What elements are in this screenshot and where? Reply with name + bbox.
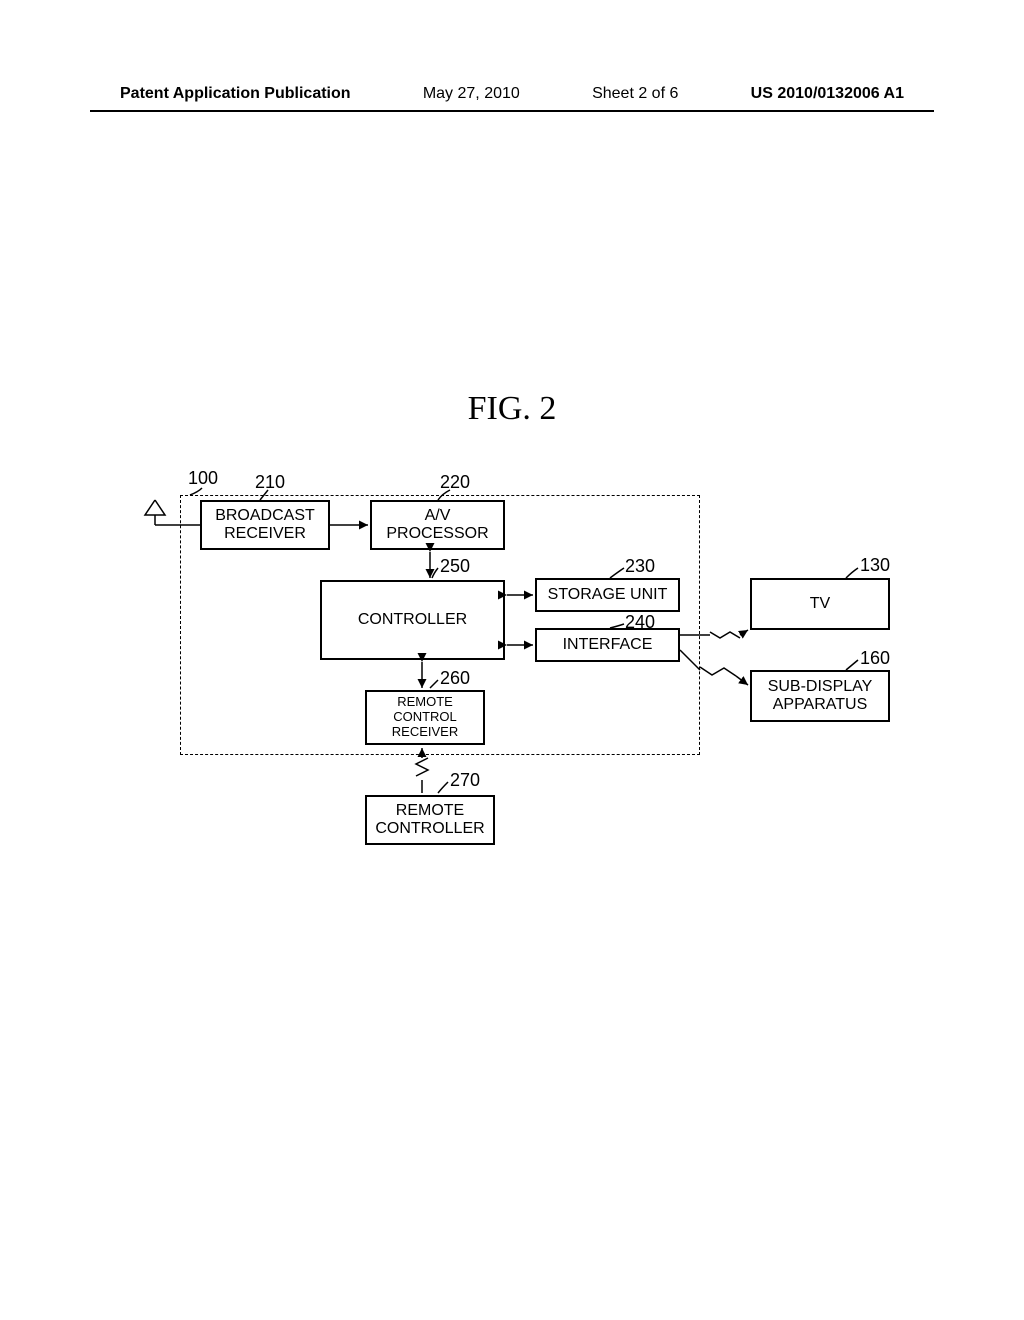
controller-label: CONTROLLER: [358, 611, 467, 629]
ref-160: 160: [860, 648, 890, 669]
ref-240: 240: [625, 612, 655, 633]
page-header: Patent Application Publication May 27, 2…: [0, 85, 1024, 103]
controller-block: CONTROLLER: [320, 580, 505, 660]
ref-230: 230: [625, 556, 655, 577]
interface-label: INTERFACE: [563, 636, 653, 654]
interface-block: INTERFACE: [535, 628, 680, 662]
tv-label: TV: [810, 595, 830, 613]
ref-100: 100: [188, 468, 218, 489]
remote-control-receiver-label: REMOTECONTROLRECEIVER: [392, 695, 458, 740]
sub-display-block: SUB-DISPLAYAPPARATUS: [750, 670, 890, 722]
av-processor-block: A/VPROCESSOR: [370, 500, 505, 550]
sheet-number: Sheet 2 of 6: [592, 85, 678, 103]
ref-250: 250: [440, 556, 470, 577]
ref-130: 130: [860, 555, 890, 576]
ref-210: 210: [255, 472, 285, 493]
ref-270: 270: [450, 770, 480, 791]
publication-date: May 27, 2010: [423, 85, 520, 103]
remote-control-receiver-block: REMOTECONTROLRECEIVER: [365, 690, 485, 745]
storage-unit-label: STORAGE UNIT: [548, 586, 668, 604]
remote-controller-block: REMOTECONTROLLER: [365, 795, 495, 845]
remote-controller-label: REMOTECONTROLLER: [375, 802, 484, 839]
storage-unit-block: STORAGE UNIT: [535, 578, 680, 612]
broadcast-receiver-block: BROADCASTRECEIVER: [200, 500, 330, 550]
publication-number: US 2010/0132006 A1: [751, 85, 904, 103]
av-processor-label: A/VPROCESSOR: [386, 507, 488, 544]
ref-260: 260: [440, 668, 470, 689]
publication-type: Patent Application Publication: [120, 85, 351, 103]
broadcast-receiver-label: BROADCASTRECEIVER: [215, 507, 315, 544]
block-diagram: BROADCASTRECEIVER A/VPROCESSOR CONTROLLE…: [140, 460, 900, 890]
figure-title: FIG. 2: [0, 390, 1024, 428]
tv-block: TV: [750, 578, 890, 630]
sub-display-label: SUB-DISPLAYAPPARATUS: [768, 678, 873, 715]
ref-220: 220: [440, 472, 470, 493]
header-rule: [90, 110, 934, 112]
